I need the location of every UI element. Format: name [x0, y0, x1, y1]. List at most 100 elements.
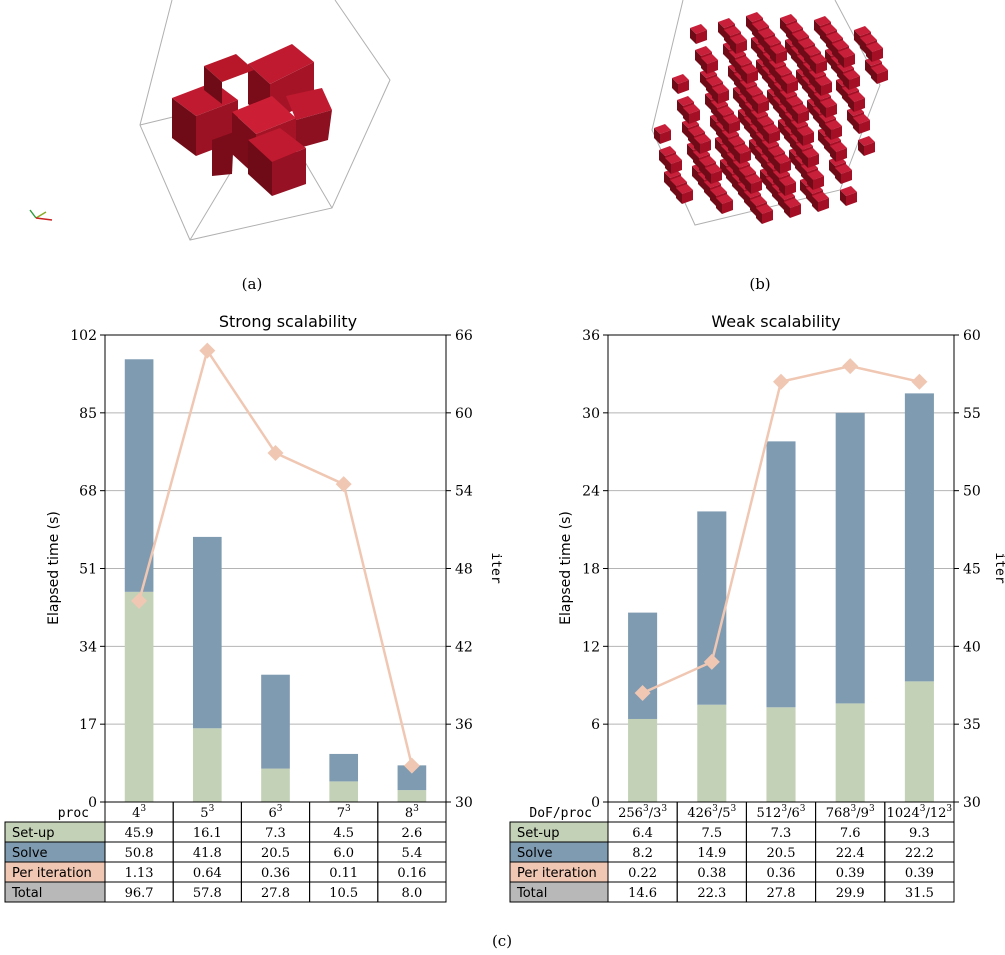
voxel-top — [775, 66, 792, 76]
iter-marker — [842, 358, 859, 375]
voxel-side — [752, 24, 758, 40]
voxel-top — [843, 70, 860, 80]
voxel-top — [825, 120, 842, 130]
table-cell — [377, 881, 447, 903]
voxel-side — [778, 194, 784, 210]
voxel-side — [757, 120, 763, 136]
voxel-top — [780, 14, 797, 24]
voxel-top — [815, 76, 832, 86]
bar-setup — [697, 704, 727, 802]
y-tick-label: 0 — [591, 795, 600, 811]
voxel-front — [707, 60, 718, 74]
voxel-front — [780, 160, 791, 174]
voxel-side — [760, 170, 766, 186]
voxel-top — [717, 106, 734, 116]
voxel-side — [710, 190, 716, 206]
table-cell-value: 0.39 — [836, 866, 865, 881]
voxel-side — [723, 118, 729, 134]
table-weak: DoF/proc 2563/33 4263/53 5123/63 7683/93 1024… — [509, 801, 955, 903]
voxel-side — [757, 46, 763, 62]
voxel-side — [780, 92, 786, 108]
voxel-top — [858, 136, 875, 146]
voxel-side — [764, 40, 770, 56]
voxel-front — [711, 170, 722, 184]
category-exp: 3 — [277, 804, 283, 814]
voxel-front — [682, 190, 693, 204]
voxel-lattice-b — [654, 12, 888, 224]
category-exp: 3 — [413, 804, 419, 814]
voxel-side — [866, 46, 872, 62]
voxel-side — [699, 160, 705, 176]
table-cell-value: 0.39 — [905, 866, 934, 881]
caption-a: (a) — [242, 275, 263, 293]
table-cell-value: 14.9 — [697, 846, 726, 861]
table-row-label: Set-up — [517, 826, 560, 841]
voxel-front — [790, 204, 801, 218]
voxel-side — [750, 126, 756, 142]
table-cell-value: 22.3 — [697, 886, 726, 901]
voxel-front — [841, 170, 852, 184]
voxel-front — [700, 140, 711, 154]
voxel-side — [717, 110, 723, 126]
voxel-front — [718, 90, 729, 104]
voxel-top — [718, 18, 735, 28]
voxel-side — [791, 48, 797, 64]
voxel-side — [774, 158, 780, 174]
voxel-top — [810, 54, 827, 64]
category-base: 512 — [757, 806, 782, 821]
category-label: 7683/93 — [826, 804, 875, 821]
y2-axis-label-weak: iter — [992, 552, 1005, 583]
voxel-side — [804, 50, 810, 66]
voxel-side — [802, 78, 808, 94]
y2-tick-label: 30 — [963, 795, 981, 811]
table-cell-value: 57.8 — [193, 886, 222, 901]
voxel-side — [820, 102, 826, 118]
voxel-top — [784, 198, 801, 208]
y2-tick-label: 30 — [455, 795, 473, 811]
y-tick-label: 85 — [79, 406, 97, 422]
voxel-top — [701, 54, 718, 64]
voxel-top — [683, 104, 700, 114]
voxel-side — [770, 48, 776, 64]
voxel-top — [699, 156, 716, 166]
voxel-front — [736, 40, 747, 54]
table-cell-value: 7.6 — [840, 826, 861, 841]
voxel-front — [813, 176, 824, 190]
category-exp2: 3 — [731, 804, 737, 814]
voxel-side — [814, 94, 820, 110]
voxel-top — [860, 34, 877, 44]
voxel-top — [832, 40, 849, 50]
voxel-side — [815, 80, 821, 96]
voxel-top — [665, 154, 682, 164]
voxel-side — [838, 52, 844, 68]
voxel-side — [786, 26, 792, 42]
voxel-side — [791, 122, 797, 138]
y-tick-label: 102 — [70, 328, 97, 344]
voxel-top — [677, 96, 694, 106]
table-cell-value: 0.38 — [697, 866, 726, 881]
table-cell-value: 0.22 — [628, 866, 657, 881]
iter-marker — [703, 653, 720, 670]
y-ticks-strong: 0 17 34 51 68 85 102 — [70, 328, 105, 811]
bar-solve — [766, 441, 796, 708]
voxel-side — [751, 38, 757, 54]
voxel-side — [819, 116, 825, 132]
voxel-top — [781, 74, 798, 84]
voxel-side — [825, 124, 831, 140]
y2-tick-label: 60 — [455, 406, 473, 422]
voxel-front — [689, 110, 700, 124]
voxel-side — [871, 68, 877, 84]
voxel-side — [700, 72, 706, 88]
category-base: 6 — [268, 806, 276, 821]
voxel-side — [779, 106, 785, 122]
category-label: 83 — [405, 804, 419, 821]
table-cell — [884, 881, 955, 903]
voxel-side — [826, 36, 832, 52]
voxel-top — [757, 116, 774, 126]
category-label: 53 — [200, 804, 214, 821]
y-tick-label: 6 — [591, 717, 600, 733]
category-exp: 3 — [851, 804, 857, 814]
category-sep: / — [925, 806, 930, 821]
